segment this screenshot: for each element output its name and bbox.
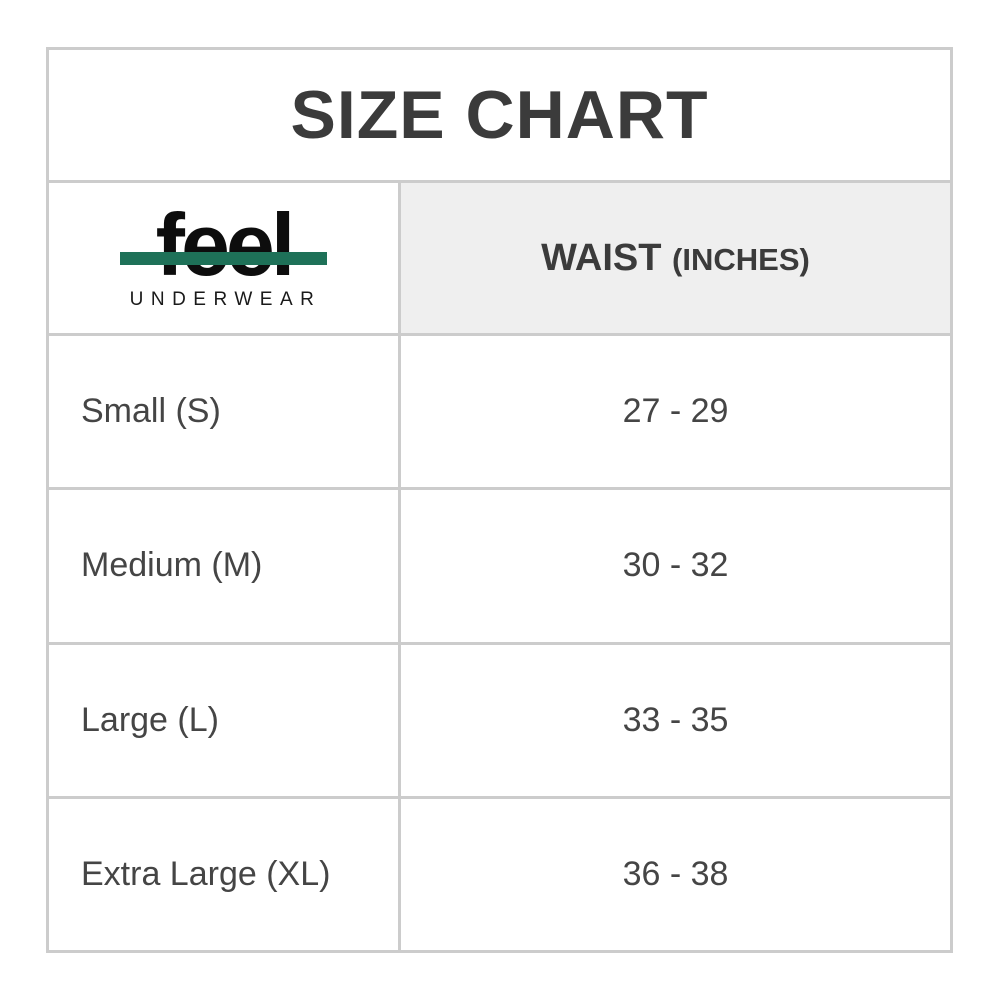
size-chart-table: SIZE CHART feel UNDERWEAR WAIST (INCHES)… [46,47,953,953]
table-row-size-large: Large (L) [49,644,398,796]
brand-subtitle: UNDERWEAR [129,288,322,310]
waist-header-unit: (INCHES) [672,241,810,277]
brand-bar-icon [119,252,328,266]
brand-logo-cell: feel UNDERWEAR [49,183,398,333]
brand-wordmark: feel [155,195,296,295]
brand-logo: feel UNDERWEAR [119,195,328,310]
table-row-waist-large: 33 - 35 [401,644,950,796]
waist-header-label: WAIST (INCHES) [541,236,810,279]
table-row-waist-small: 27 - 29 [401,336,950,488]
page-title: SIZE CHART [290,77,709,153]
table-row-waist-xlarge: 36 - 38 [401,798,950,950]
column-header-waist: WAIST (INCHES) [401,183,950,333]
table-row-waist-medium: 30 - 32 [401,490,950,642]
table-row-size-medium: Medium (M) [49,490,398,642]
title-row: SIZE CHART [49,50,950,180]
table-row-size-xlarge: Extra Large (XL) [49,798,398,950]
table-row-size-small: Small (S) [49,336,398,488]
